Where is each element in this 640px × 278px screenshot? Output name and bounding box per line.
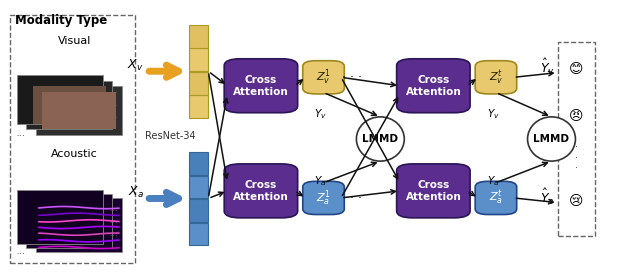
Text: Cross
Attention: Cross Attention bbox=[406, 75, 461, 96]
FancyBboxPatch shape bbox=[189, 72, 208, 95]
Text: ...: ... bbox=[109, 98, 118, 108]
FancyBboxPatch shape bbox=[33, 86, 106, 124]
Text: ResNet-34: ResNet-34 bbox=[145, 131, 195, 141]
Text: $Y_a$: $Y_a$ bbox=[314, 174, 326, 188]
FancyBboxPatch shape bbox=[36, 198, 122, 252]
Text: LMMD: LMMD bbox=[534, 134, 570, 144]
FancyBboxPatch shape bbox=[189, 25, 208, 48]
Text: $Y_a$: $Y_a$ bbox=[487, 174, 500, 188]
Text: ...: ... bbox=[109, 228, 118, 238]
FancyBboxPatch shape bbox=[397, 59, 470, 113]
Text: . . .: . . . bbox=[342, 188, 362, 202]
FancyBboxPatch shape bbox=[475, 181, 516, 215]
Text: 😠: 😠 bbox=[569, 109, 583, 123]
Text: $Y_v$: $Y_v$ bbox=[487, 107, 500, 121]
Text: ·
·
·: · · · bbox=[575, 143, 577, 173]
Text: . . .: . . . bbox=[342, 67, 362, 80]
FancyBboxPatch shape bbox=[397, 164, 470, 218]
Text: $Z_a^t$: $Z_a^t$ bbox=[489, 188, 503, 207]
Text: LMMD: LMMD bbox=[362, 134, 398, 144]
FancyBboxPatch shape bbox=[224, 59, 298, 113]
FancyBboxPatch shape bbox=[42, 92, 116, 129]
Text: $Z_v^t$: $Z_v^t$ bbox=[489, 68, 503, 87]
Text: Acoustic: Acoustic bbox=[51, 149, 97, 159]
Text: $Z_a^1$: $Z_a^1$ bbox=[316, 188, 331, 208]
Text: ...: ... bbox=[17, 128, 26, 138]
Text: Cross
Attention: Cross Attention bbox=[406, 180, 461, 202]
FancyBboxPatch shape bbox=[189, 95, 208, 118]
FancyBboxPatch shape bbox=[189, 199, 208, 222]
Text: $\hat{Y}_a$: $\hat{Y}_a$ bbox=[540, 187, 555, 207]
FancyBboxPatch shape bbox=[26, 81, 113, 129]
FancyBboxPatch shape bbox=[36, 86, 122, 135]
Text: $X_a$: $X_a$ bbox=[128, 185, 144, 200]
FancyBboxPatch shape bbox=[475, 61, 516, 94]
FancyBboxPatch shape bbox=[189, 152, 208, 175]
Text: $\hat{Y}_v$: $\hat{Y}_v$ bbox=[540, 56, 555, 77]
Text: Modality Type: Modality Type bbox=[15, 14, 107, 27]
Text: ...: ... bbox=[109, 85, 118, 95]
Text: Cross
Attention: Cross Attention bbox=[233, 180, 289, 202]
Text: ...: ... bbox=[109, 110, 118, 120]
Text: Cross
Attention: Cross Attention bbox=[233, 75, 289, 96]
Text: ...: ... bbox=[109, 215, 118, 225]
FancyBboxPatch shape bbox=[189, 176, 208, 198]
FancyBboxPatch shape bbox=[17, 190, 103, 244]
Text: $Y_v$: $Y_v$ bbox=[314, 107, 327, 121]
Text: 😢: 😢 bbox=[569, 194, 583, 208]
Ellipse shape bbox=[527, 117, 575, 161]
Text: Visual: Visual bbox=[58, 36, 91, 46]
FancyBboxPatch shape bbox=[189, 48, 208, 71]
Text: ...: ... bbox=[17, 246, 26, 256]
FancyBboxPatch shape bbox=[189, 223, 208, 245]
Text: $Z_v^1$: $Z_v^1$ bbox=[316, 68, 331, 87]
Text: $X_v$: $X_v$ bbox=[127, 58, 144, 73]
Text: ...: ... bbox=[109, 203, 118, 213]
FancyBboxPatch shape bbox=[26, 194, 113, 248]
Text: 😊: 😊 bbox=[569, 62, 583, 76]
FancyBboxPatch shape bbox=[303, 181, 344, 215]
FancyBboxPatch shape bbox=[303, 61, 344, 94]
Ellipse shape bbox=[356, 117, 404, 161]
FancyBboxPatch shape bbox=[224, 164, 298, 218]
FancyBboxPatch shape bbox=[17, 75, 103, 124]
